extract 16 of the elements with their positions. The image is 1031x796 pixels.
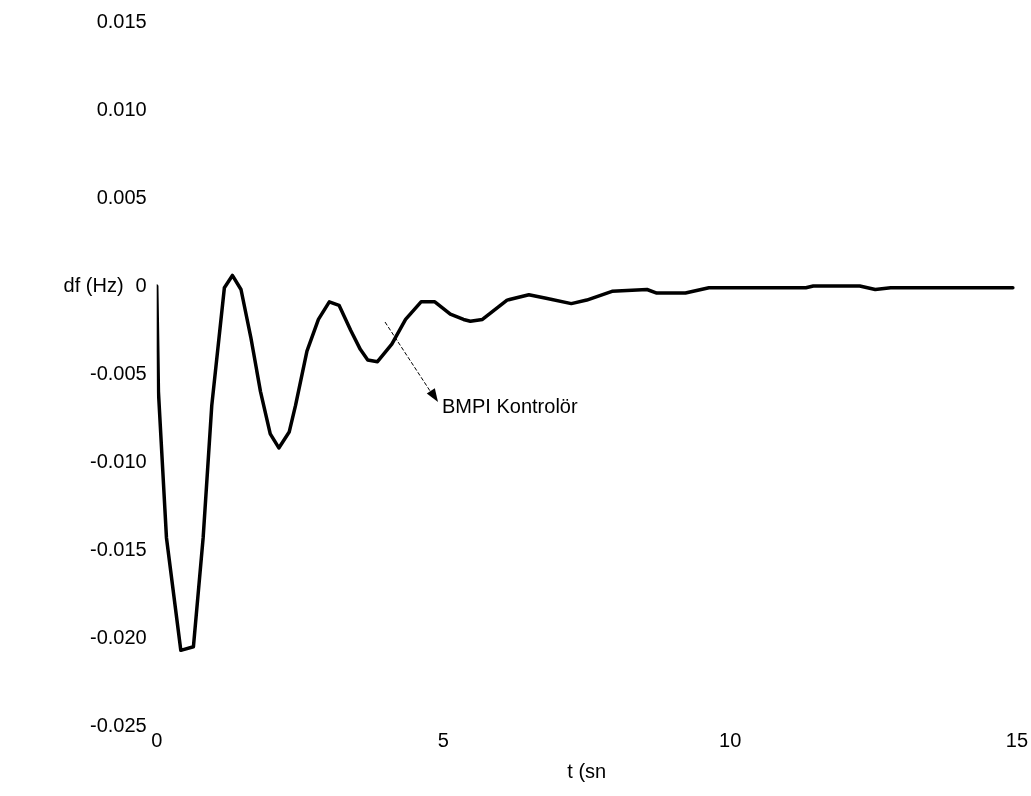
- y-tick-label: -0.025: [89, 713, 147, 736]
- y-tick-label: -0.005: [89, 361, 147, 384]
- y-tick-label: -0.020: [89, 625, 147, 648]
- x-tick-label: 15: [1005, 728, 1028, 751]
- x-tick-label: 5: [437, 728, 449, 751]
- y-tick-label: -0.015: [89, 537, 147, 560]
- y-tick-label: -0.010: [89, 449, 147, 472]
- x-tick-label: 10: [719, 728, 742, 751]
- annotation: BMPI Kontrolör: [442, 394, 578, 417]
- x-axis-title: t (sn: [567, 759, 607, 782]
- y-axis-title: df (Hz): [63, 273, 124, 296]
- y-tick-label: 0.015: [96, 9, 147, 32]
- y-tick-label: 0: [135, 273, 147, 296]
- y-tick-label: 0.010: [96, 97, 147, 120]
- y-tick-label: 0.005: [96, 185, 147, 208]
- x-tick-label: 0: [151, 728, 163, 751]
